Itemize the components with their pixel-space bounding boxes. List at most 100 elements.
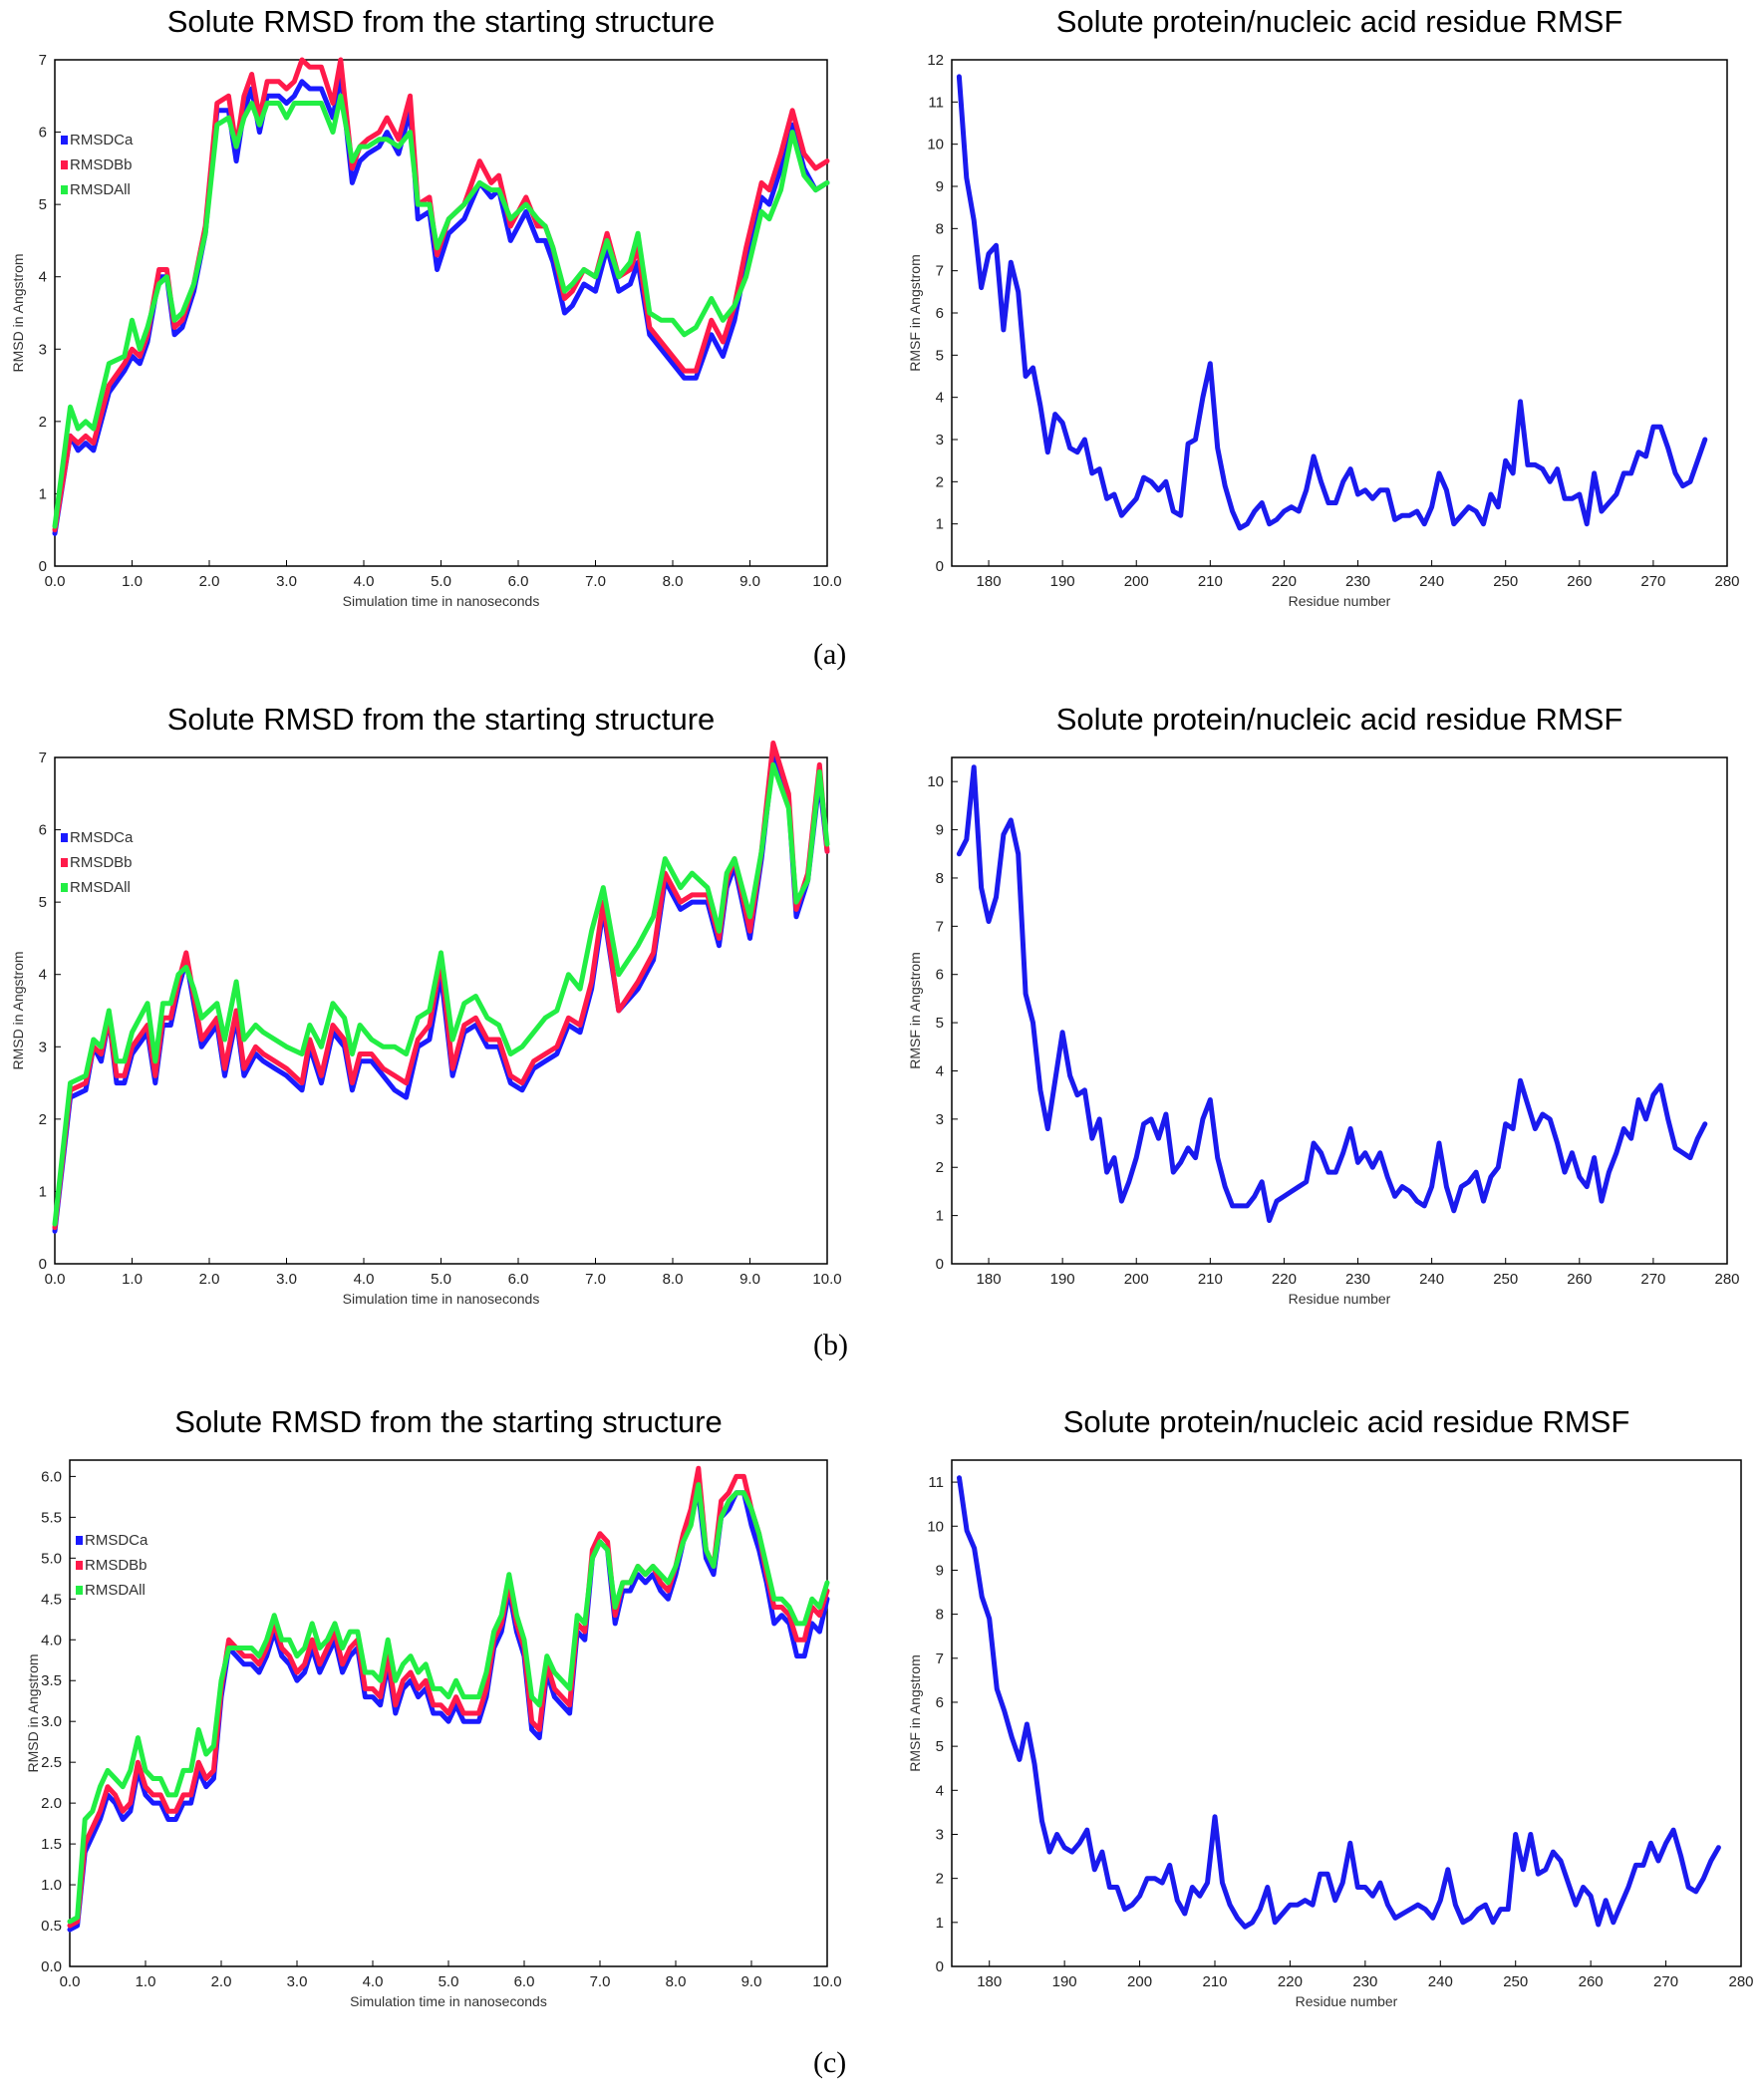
series-line-rmsf xyxy=(957,1475,1721,1930)
y-tick-label: 6 xyxy=(936,305,944,322)
chart-panel-b-rmsd: Solute RMSD from the starting structure 0… xyxy=(0,698,877,1336)
y-axis-label: RMSF in Angstrom xyxy=(907,1654,923,1771)
x-tick-label: 6.0 xyxy=(514,1973,535,1990)
x-tick-label: 180 xyxy=(977,573,1002,590)
y-tick-label: 5 xyxy=(936,1015,944,1032)
x-tick-label: 220 xyxy=(1272,573,1297,590)
x-tick-label: 10.0 xyxy=(812,1271,841,1288)
x-tick-label: 280 xyxy=(1728,1973,1753,1990)
y-tick-label: 2 xyxy=(936,1159,944,1176)
y-tick-label: 3 xyxy=(936,432,944,449)
y-tick-label: 9 xyxy=(936,822,944,839)
y-axis-label: RMSD in Angstrom xyxy=(10,253,26,372)
legend-swatch xyxy=(61,160,68,169)
y-tick-label: 9 xyxy=(936,1562,944,1579)
legend-swatch xyxy=(61,883,68,892)
y-tick-label: 7 xyxy=(936,1650,944,1667)
x-tick-label: 200 xyxy=(1127,1973,1152,1990)
y-tick-label: 11 xyxy=(928,1474,944,1491)
legend-label: RMSDBb xyxy=(85,1557,147,1574)
x-tick-label: 9.0 xyxy=(739,573,760,590)
y-tick-label: 6 xyxy=(39,822,47,839)
legend-label: RMSDCa xyxy=(70,829,134,846)
y-tick-label: 9 xyxy=(936,178,944,195)
x-tick-label: 1.0 xyxy=(122,1271,143,1288)
x-tick-label: 4.0 xyxy=(363,1973,384,1990)
x-tick-label: 4.0 xyxy=(354,573,375,590)
x-tick-label: 5.0 xyxy=(431,573,451,590)
y-tick-label: 5 xyxy=(936,347,944,364)
x-tick-label: 230 xyxy=(1345,1271,1370,1288)
series-line-rmsf xyxy=(956,764,1708,1223)
x-tick-label: 210 xyxy=(1202,1973,1227,1990)
legend-label: RMSDBb xyxy=(70,156,133,173)
x-tick-label: 210 xyxy=(1198,1271,1223,1288)
chart-title: Solute protein/nucleic acid residue RMSF xyxy=(1056,702,1623,737)
x-tick-label: 8.0 xyxy=(663,573,684,590)
chart-title: Solute protein/nucleic acid residue RMSF xyxy=(1056,4,1623,39)
x-tick-label: 200 xyxy=(1124,1271,1149,1288)
y-tick-label: 4.5 xyxy=(41,1591,62,1608)
chart-svg: Solute protein/nucleic acid residue RMSF… xyxy=(907,4,1740,609)
x-tick-label: 5.0 xyxy=(431,1271,451,1288)
x-tick-label: 5.0 xyxy=(439,1973,459,1990)
y-tick-label: 0 xyxy=(936,1958,944,1975)
x-tick-label: 270 xyxy=(1653,1973,1678,1990)
y-tick-label: 1.0 xyxy=(41,1877,62,1894)
x-tick-label: 1.0 xyxy=(122,573,143,590)
y-axis-label: RMSD in Angstrom xyxy=(25,1653,41,1772)
y-tick-label: 7 xyxy=(39,52,47,69)
x-tick-label: 2.0 xyxy=(211,1973,232,1990)
y-tick-label: 5.5 xyxy=(41,1509,62,1526)
y-tick-label: 8 xyxy=(936,220,944,237)
chart-panel-c-rmsd: Solute RMSD from the starting structure 0… xyxy=(0,1400,877,2038)
legend-swatch xyxy=(76,1536,83,1545)
y-tick-label: 0.5 xyxy=(41,1918,62,1935)
x-tick-label: 3.0 xyxy=(276,573,297,590)
x-tick-label: 240 xyxy=(1419,573,1444,590)
x-tick-label: 7.0 xyxy=(585,1271,606,1288)
chart-svg: Solute RMSD from the starting structure 0… xyxy=(10,702,842,1307)
x-tick-label: 200 xyxy=(1124,573,1149,590)
y-tick-label: 8 xyxy=(936,870,944,887)
x-tick-label: 180 xyxy=(977,1973,1002,1990)
y-tick-label: 3 xyxy=(936,1826,944,1843)
y-tick-label: 8 xyxy=(936,1607,944,1624)
x-tick-label: 3.0 xyxy=(276,1271,297,1288)
x-tick-label: 9.0 xyxy=(741,1973,762,1990)
chart-panel-a-rmsd: Solute RMSD from the starting structure 0… xyxy=(0,0,877,638)
y-axis-label: RMSF in Angstrom xyxy=(907,952,923,1068)
y-tick-label: 7 xyxy=(39,749,47,766)
y-tick-label: 6 xyxy=(936,967,944,984)
y-tick-label: 10 xyxy=(927,773,944,790)
x-tick-label: 240 xyxy=(1428,1973,1453,1990)
x-tick-label: 190 xyxy=(1050,573,1075,590)
y-tick-label: 0 xyxy=(936,558,944,575)
chart-title: Solute RMSD from the starting structure xyxy=(174,1404,723,1439)
x-tick-label: 250 xyxy=(1493,1271,1518,1288)
y-axis-label: RMSF in Angstrom xyxy=(907,254,923,371)
x-tick-label: 180 xyxy=(977,1271,1002,1288)
y-tick-label: 1 xyxy=(39,485,47,502)
y-tick-label: 4 xyxy=(936,390,944,407)
y-tick-label: 10 xyxy=(927,1518,944,1535)
x-tick-label: 8.0 xyxy=(666,1973,687,1990)
y-tick-label: 4 xyxy=(39,967,47,984)
x-tick-label: 2.0 xyxy=(199,1271,220,1288)
y-tick-label: 7 xyxy=(936,918,944,935)
x-tick-label: 250 xyxy=(1503,1973,1528,1990)
series-line-rmsdall xyxy=(67,1482,830,1925)
x-tick-label: 6.0 xyxy=(508,573,529,590)
y-tick-label: 11 xyxy=(928,94,944,111)
x-tick-label: 0.0 xyxy=(45,1271,66,1288)
x-tick-label: 240 xyxy=(1419,1271,1444,1288)
series-line-rmsdbb xyxy=(52,741,830,1231)
y-tick-label: 4 xyxy=(936,1782,944,1799)
legend-label: RMSDAll xyxy=(85,1582,146,1599)
y-tick-label: 1 xyxy=(936,1915,944,1932)
chart-svg: Solute protein/nucleic acid residue RMSF… xyxy=(907,1404,1754,2009)
y-tick-label: 5 xyxy=(39,894,47,911)
chart-title: Solute RMSD from the starting structure xyxy=(167,702,716,737)
legend-swatch xyxy=(61,185,68,194)
legend-swatch xyxy=(76,1586,83,1595)
